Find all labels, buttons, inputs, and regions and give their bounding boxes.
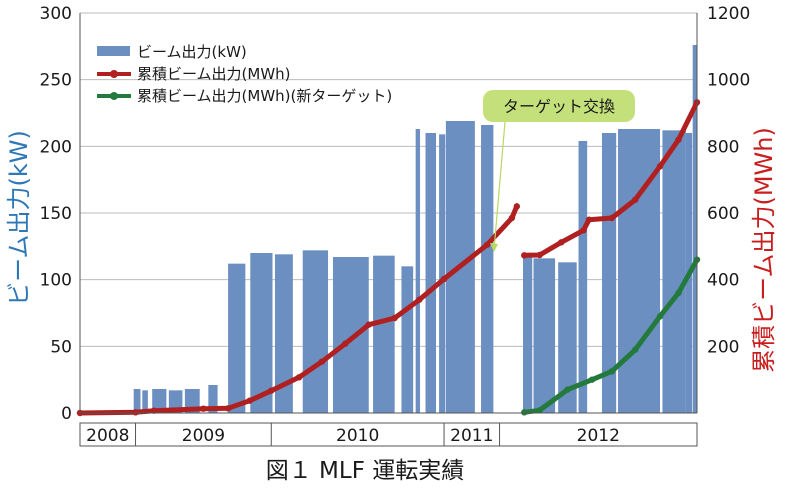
cumulative-line-point	[440, 275, 448, 283]
cumulative-new-line-point	[632, 346, 639, 353]
cumulative-line-point	[580, 227, 587, 234]
beam-bar	[481, 125, 494, 413]
y-axis-label-left: ビーム出力(kW)	[5, 130, 33, 306]
cumulative-line	[521, 99, 700, 258]
cumulative-line-point	[150, 407, 158, 414]
cumulative-line-point	[132, 409, 139, 416]
year-band: 2008 2009 2010 2011 2012	[79, 422, 698, 447]
beam-bar	[692, 45, 697, 413]
cumulative-line-point	[416, 296, 423, 303]
figure-caption: 図１ MLF 運転実績	[266, 458, 465, 484]
cumulative-line-point	[268, 387, 275, 394]
year-label: 2010	[336, 426, 379, 446]
right-ticks: 200 400 600 800 1000 1200	[707, 4, 750, 357]
cumulative-line-point	[675, 136, 682, 143]
cumulative-new-line-point	[536, 407, 543, 414]
cumulative-line-point	[295, 374, 303, 381]
cumulative-line-point	[342, 340, 349, 347]
annotation-label: ターゲット交換	[503, 97, 615, 116]
cumulative-new-line-point	[521, 409, 528, 416]
legend-label-beam: ビーム出力(kW)	[137, 43, 247, 61]
beam-bar	[533, 258, 556, 413]
beam-bar	[601, 133, 617, 413]
beam-bar	[228, 263, 246, 413]
cumulative-line-point	[365, 321, 372, 328]
y-tick-left: 50	[50, 337, 72, 357]
y-tick-right: 400	[707, 271, 739, 291]
left-ticks: 0 50 100 150 200 250 300	[40, 4, 72, 424]
y-tick-left: 100	[40, 271, 72, 291]
annotation-box	[483, 90, 635, 122]
y-tick-right: 1000	[707, 71, 750, 91]
cumulative-line-point	[585, 216, 593, 223]
cumulative-line-point	[391, 314, 398, 322]
legend-marker-cumulative	[110, 70, 118, 78]
cumulative-line-point	[632, 196, 639, 203]
annotation-arrow	[493, 121, 506, 251]
beam-bar	[401, 266, 414, 413]
annotation-arrowhead	[490, 243, 498, 252]
legend: ビーム出力(kW) 累積ビーム出力(MWh) 累積ビーム出力(MWh)(新ターゲ…	[97, 43, 392, 105]
beam-bar	[523, 257, 533, 413]
beam-bar	[302, 250, 329, 413]
year-label: 2011	[450, 426, 493, 446]
beam-bar	[332, 257, 369, 413]
beam-bar	[578, 141, 588, 413]
cumulative-line-point	[521, 252, 528, 259]
year-band-frame	[79, 422, 698, 447]
cumulative-line-point	[656, 163, 664, 170]
y-tick-left: 300	[40, 4, 72, 24]
beam-bar	[250, 253, 273, 413]
cumulative-lines	[76, 99, 701, 417]
beam-bar	[662, 130, 686, 414]
beam-bar	[133, 389, 141, 413]
cumulative-line-point	[536, 251, 543, 259]
y-tick-left: 200	[40, 137, 72, 157]
beam-bar	[142, 390, 148, 413]
beam-bar	[152, 389, 167, 413]
cumulative-new-line-point	[656, 313, 664, 320]
cumulative-line-point	[558, 239, 565, 246]
cumulative-line-point	[608, 214, 616, 222]
y-tick-right: 1200	[707, 4, 750, 24]
cumulative-new-line-point	[608, 368, 616, 375]
cumulative-new-line-point	[588, 376, 596, 383]
cumulative-new-line-point	[675, 289, 682, 297]
y-tick-left: 250	[40, 71, 72, 91]
cumulative-line-point	[484, 241, 491, 248]
legend-swatch-beam	[97, 46, 130, 56]
y-tick-right: 200	[707, 337, 739, 357]
y-tick-left: 150	[40, 204, 72, 224]
legend-label-cumulative-new: 累積ビーム出力(MWh)(新ターゲット)	[137, 87, 392, 105]
y-tick-right: 600	[707, 204, 739, 224]
legend-label-cumulative: 累積ビーム出力(MWh)	[137, 65, 291, 83]
beam-bar	[439, 134, 446, 414]
year-label: 2008	[86, 426, 129, 446]
cumulative-line-point	[200, 405, 207, 412]
beam-bar	[425, 133, 437, 413]
beam-bar	[415, 129, 420, 413]
beam-bar	[558, 262, 577, 413]
y-axis-label-right: 累積ビーム出力(MWh)	[750, 127, 778, 373]
axes	[79, 13, 698, 414]
y-tick-right: 800	[707, 137, 739, 157]
cumulative-line-point	[513, 203, 521, 210]
legend-marker-cumulative-new	[110, 92, 118, 100]
beam-bar	[373, 255, 395, 413]
cumulative-line-point	[246, 397, 253, 404]
cumulative-line-point	[318, 358, 326, 365]
cumulative-line-point	[224, 405, 232, 412]
year-label: 2012	[577, 426, 620, 446]
year-label: 2009	[182, 426, 225, 446]
beam-bar	[274, 254, 293, 413]
cumulative-new-line-point	[564, 386, 571, 393]
y-tick-left: 0	[61, 404, 72, 424]
beam-bar	[208, 385, 218, 413]
annotation-target-exchange: ターゲット交換	[483, 90, 635, 252]
cumulative-line-point	[508, 214, 516, 222]
